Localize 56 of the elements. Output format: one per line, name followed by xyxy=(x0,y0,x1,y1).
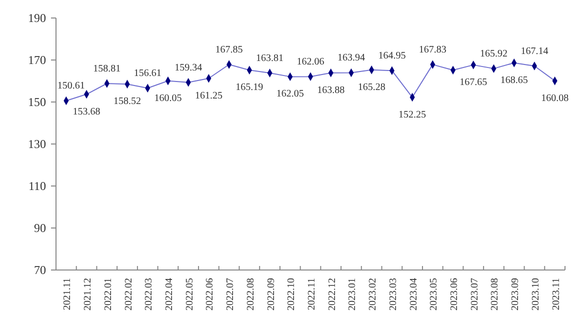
x-tick-label: 2023.09 xyxy=(510,278,522,310)
x-tick-label: 2022.01 xyxy=(102,278,114,310)
y-tick-label: 170 xyxy=(28,53,46,68)
x-tick-label: 2022.07 xyxy=(225,278,236,310)
y-tick-label: 190 xyxy=(28,11,46,26)
x-tick-label: 2023.10 xyxy=(530,278,542,310)
data-label: 165.92 xyxy=(480,48,508,60)
x-tick-label: 2022.02 xyxy=(123,278,134,310)
data-label: 168.65 xyxy=(500,74,528,86)
x-tick-label: 2023.03 xyxy=(388,278,399,310)
data-label: 165.28 xyxy=(358,82,386,93)
x-tick-label: 2022.09 xyxy=(266,278,277,310)
x-tick-label: 2022.10 xyxy=(286,278,298,310)
data-label: 162.05 xyxy=(276,88,304,100)
x-tick-label: 2022.04 xyxy=(164,278,175,310)
x-tick-label: 2022.12 xyxy=(326,278,338,310)
x-tick-label: 2023.08 xyxy=(490,278,501,310)
x-tick-label: 2023.11 xyxy=(550,278,562,310)
y-tick-label: 90 xyxy=(34,221,46,236)
x-tick-label: 2022.11 xyxy=(306,278,318,310)
x-tick-label: 2022.03 xyxy=(144,278,155,310)
x-tick-label: 2021.11 xyxy=(62,278,74,310)
data-label: 159.34 xyxy=(174,62,202,74)
data-label: 165.19 xyxy=(236,82,264,94)
data-label: 160.05 xyxy=(154,92,182,104)
x-tick-label: 2022.05 xyxy=(184,278,196,310)
data-label: 158.81 xyxy=(93,64,121,74)
data-label: 163.88 xyxy=(317,84,345,96)
data-label: 160.08 xyxy=(541,92,569,104)
x-tick-label: 2023.07 xyxy=(469,278,480,310)
x-tick-label: 2023.01 xyxy=(347,278,358,310)
y-tick-label: 130 xyxy=(28,137,46,152)
data-label: 162.06 xyxy=(296,56,324,68)
x-tick-label: 2022.08 xyxy=(245,278,256,310)
x-tick-label: 2023.05 xyxy=(428,278,440,310)
y-tick-label: 70 xyxy=(34,263,46,278)
data-label: 163.94 xyxy=(337,52,365,64)
data-label: 161.25 xyxy=(194,90,222,102)
data-label: 167.65 xyxy=(460,76,488,88)
y-tick-label: 150 xyxy=(28,95,46,110)
data-label: 152.25 xyxy=(398,109,426,120)
data-label: 164.95 xyxy=(378,50,406,62)
data-label: 158.52 xyxy=(114,96,142,108)
x-tick-label: 2023.04 xyxy=(408,278,420,310)
x-tick-label: 2023.06 xyxy=(449,278,460,310)
data-label: 150.61 xyxy=(57,80,85,92)
data-label: 167.14 xyxy=(520,46,548,58)
data-label: 167.83 xyxy=(418,44,446,56)
y-tick-label: 110 xyxy=(28,179,46,194)
data-label: 153.68 xyxy=(72,106,100,118)
x-tick-label: 2023.02 xyxy=(368,278,379,310)
data-label: 167.85 xyxy=(215,44,243,56)
data-label: 156.61 xyxy=(134,68,162,80)
x-tick-label: 2021.12 xyxy=(82,278,94,310)
x-tick-label: 2022.06 xyxy=(204,278,216,310)
data-label: 163.81 xyxy=(256,53,284,64)
